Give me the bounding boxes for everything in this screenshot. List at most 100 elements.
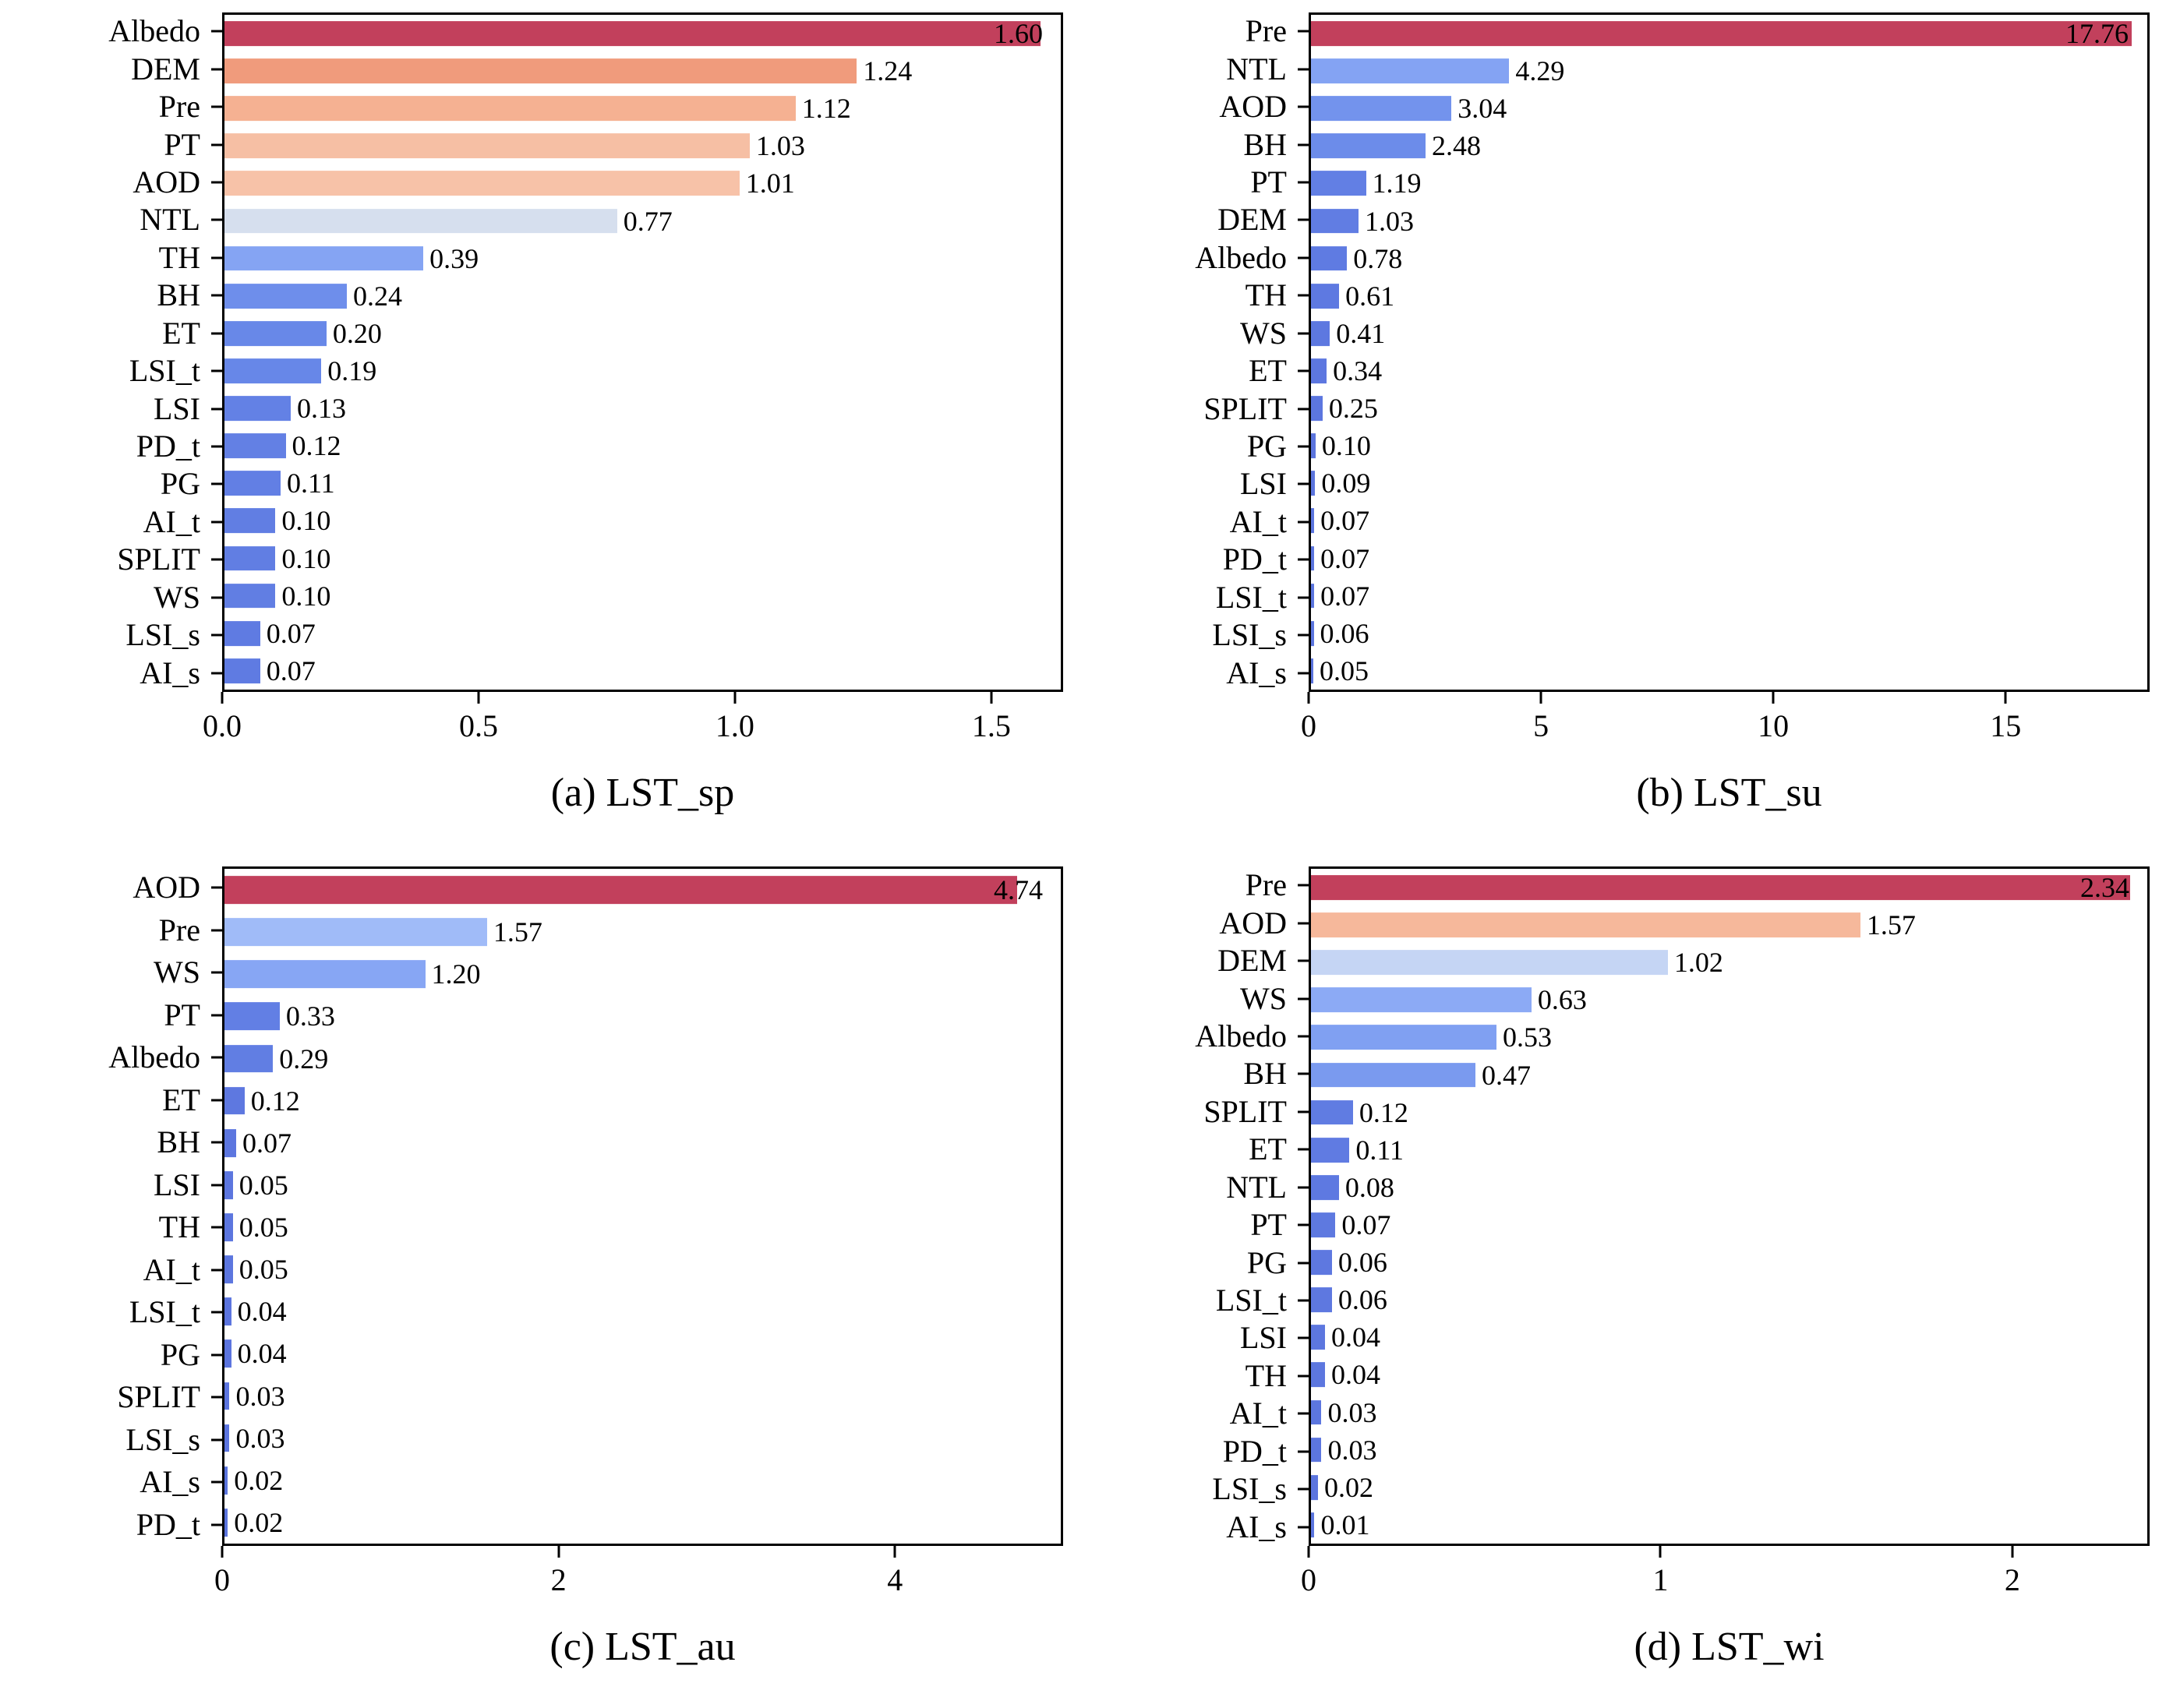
bar-value-label: 0.10 xyxy=(1321,430,1371,462)
bar-row: 0.10 xyxy=(224,540,1061,577)
y-tick: LSI_s xyxy=(0,616,222,654)
bar-row: 0.12 xyxy=(1311,1094,2147,1131)
y-axis-label: LSI_s xyxy=(1212,1471,1287,1507)
bar-row: 0.06 xyxy=(1311,1244,2147,1281)
bar xyxy=(1311,987,1532,1013)
bar-row: 0.06 xyxy=(1311,1281,2147,1318)
x-tick-label: 0 xyxy=(1301,708,1316,743)
panel-lst-wi: Pre AOD DEM WS Albedo BH SPLIT ET NTL PT PG LSI_t LS… xyxy=(1086,854,2173,1708)
bar xyxy=(1311,96,1452,122)
bar-row: 1.03 xyxy=(224,127,1061,164)
bar xyxy=(1311,358,1327,383)
bar-value-label: 17.76 xyxy=(2065,18,2129,50)
bar xyxy=(1311,471,1316,496)
bar-row: 0.13 xyxy=(224,390,1061,427)
bar xyxy=(1311,58,1510,84)
y-tick: PD_t xyxy=(1086,541,1309,578)
y-axis-labels: AOD Pre WS PT Albedo ET BH LSI TH AI_t LSI_t PG SPLI… xyxy=(0,866,222,1546)
bar-row: 3.04 xyxy=(1311,90,2147,127)
y-tick: WS xyxy=(1086,979,1309,1017)
bar xyxy=(1311,396,1323,422)
bar-value-label: 1.57 xyxy=(493,916,542,948)
y-axis-label: PG xyxy=(160,1336,200,1372)
bar-row: 0.10 xyxy=(1311,427,2147,464)
y-tick: NTL xyxy=(1086,50,1309,87)
bar-value-label: 1.03 xyxy=(755,130,805,162)
x-tick-mark xyxy=(2004,692,2007,704)
y-tick: AI_s xyxy=(0,654,222,691)
bar-row: 0.03 xyxy=(224,1375,1061,1417)
bar-row: 0.12 xyxy=(224,1080,1061,1122)
y-tick: AI_t xyxy=(1086,503,1309,541)
bar-row: 0.39 xyxy=(224,240,1061,277)
y-axis-label: PD_t xyxy=(136,429,200,464)
y-tick: ET xyxy=(1086,352,1309,390)
bar xyxy=(1311,1212,1336,1237)
x-tick-label: 0.0 xyxy=(203,708,242,743)
chart-caption: (d) LST_wi xyxy=(1634,1625,1825,1669)
x-tick-mark xyxy=(1307,1546,1310,1558)
bar xyxy=(224,1382,230,1410)
y-tick: Pre xyxy=(0,88,222,125)
bar xyxy=(224,545,276,571)
y-tick: AI_t xyxy=(1086,1395,1309,1432)
y-axis-label: LSI xyxy=(154,1166,200,1202)
bar-row: 0.04 xyxy=(1311,1356,2147,1393)
y-tick: BH xyxy=(1086,125,1309,163)
bar-row: 0.11 xyxy=(1311,1131,2147,1169)
y-axis-label: PD_t xyxy=(136,1506,200,1542)
y-tick: AI_t xyxy=(0,503,222,541)
y-tick: PD_t xyxy=(0,1504,222,1547)
y-tick: TH xyxy=(0,239,222,277)
bar xyxy=(224,358,322,383)
y-tick: LSI xyxy=(0,390,222,427)
bar-value-label: 0.04 xyxy=(1330,1322,1380,1353)
bar xyxy=(224,1297,231,1326)
bar-row: 0.34 xyxy=(1311,352,2147,390)
y-axis-label: AOD xyxy=(132,164,200,199)
bar-row: 0.25 xyxy=(1311,390,2147,427)
bar-value-label: 4.29 xyxy=(1515,55,1565,87)
bar-row: 0.08 xyxy=(1311,1169,2147,1206)
y-axis-labels: Pre AOD DEM WS Albedo BH SPLIT ET NTL PT PG LSI_t LS… xyxy=(1086,866,1309,1546)
x-tick-label: 2 xyxy=(2004,1562,2020,1597)
y-axis-label: DEM xyxy=(131,51,200,86)
bar xyxy=(224,1213,233,1241)
x-tick-label: 1.0 xyxy=(715,708,754,743)
y-tick: AI_s xyxy=(1086,1508,1309,1545)
y-axis-label: BH xyxy=(157,277,200,313)
x-tick-label: 5 xyxy=(1533,708,1549,743)
bar-value-label: 0.78 xyxy=(1353,242,1403,274)
bar-row: 0.02 xyxy=(1311,1469,2147,1506)
bar-value-label: 0.02 xyxy=(234,1506,284,1538)
bar-row: 0.53 xyxy=(1311,1018,2147,1056)
bar-row: 0.29 xyxy=(224,1038,1061,1080)
y-tick: NTL xyxy=(0,201,222,238)
y-tick: LSI_t xyxy=(1086,579,1309,616)
bar-value-label: 0.29 xyxy=(279,1043,329,1075)
chart-caption: (b) LST_su xyxy=(1636,771,1822,815)
bar-row: 0.33 xyxy=(224,995,1061,1037)
y-tick: Albedo xyxy=(1086,1018,1309,1055)
x-tick-mark xyxy=(1307,692,1310,704)
bar-row: 0.47 xyxy=(1311,1057,2147,1094)
bar-value-label: 0.07 xyxy=(1341,1209,1391,1241)
bar xyxy=(224,1171,233,1199)
bar xyxy=(1311,508,1315,534)
bar-row: 0.07 xyxy=(1311,540,2147,577)
bar xyxy=(1311,171,1366,196)
x-tick-mark xyxy=(1539,692,1542,704)
bar-value-label: 0.10 xyxy=(281,580,331,612)
bar xyxy=(224,133,750,159)
bar-row: 0.10 xyxy=(224,502,1061,539)
bar-row: 4.74 xyxy=(224,869,1061,911)
bar xyxy=(224,876,1018,904)
bar-value-label: 1.02 xyxy=(1673,947,1723,979)
y-axis-label: LSI_s xyxy=(125,1421,200,1457)
y-axis-label: TH xyxy=(158,1209,200,1245)
y-tick: Pre xyxy=(0,909,222,952)
plot-area: 1.60 1.24 1.12 1.03 1.01 0.77 0.39 0.24 0.20 0.19… xyxy=(222,12,1063,692)
bar xyxy=(1311,620,1314,646)
bar xyxy=(1311,1062,1475,1088)
y-axis-label: LSI_s xyxy=(125,617,200,653)
